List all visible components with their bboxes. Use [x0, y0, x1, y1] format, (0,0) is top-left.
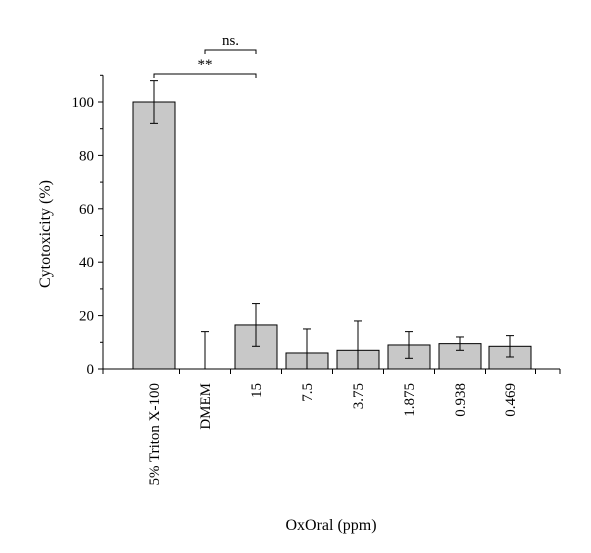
x-tick-label-0: 5% Triton X-100 — [147, 383, 163, 486]
x-tick-label-5: 1.875 — [402, 383, 418, 417]
axes — [98, 74, 561, 374]
tick-labels: 0 20 40 60 80 100 5% Triton X-100 DMEM 15 7.5 3.75… — [72, 95, 520, 486]
y-tick-label: 20 — [79, 309, 94, 325]
x-tick-label-6: 0.938 — [453, 383, 469, 417]
bar-0 — [132, 101, 176, 370]
x-tick-label-3: 7.5 — [300, 383, 316, 402]
y-tick-label: 0 — [87, 362, 95, 378]
error-bars — [150, 80, 514, 369]
x-tick-label-7: 0.469 — [503, 383, 519, 417]
x-axis-title: OxOral (ppm) — [285, 517, 376, 534]
significance-brackets: ** ns. — [153, 33, 257, 78]
y-tick-label: 100 — [72, 95, 95, 111]
significance-label-1: ns. — [222, 33, 239, 49]
x-tick-label-2: 15 — [249, 383, 265, 398]
y-tick-label: 40 — [79, 255, 94, 271]
significance-bracket-1 — [204, 49, 257, 54]
x-tick-label-4: 3.75 — [351, 383, 367, 409]
significance-label-0: ** — [198, 57, 213, 73]
y-tick-label: 80 — [79, 148, 94, 164]
x-tick-label-1: DMEM — [198, 383, 214, 430]
y-tick-label: 60 — [79, 202, 94, 218]
significance-bracket-0 — [153, 73, 257, 78]
y-axis-title: Cytotoxicity (%) — [37, 180, 54, 288]
bars — [132, 101, 532, 370]
